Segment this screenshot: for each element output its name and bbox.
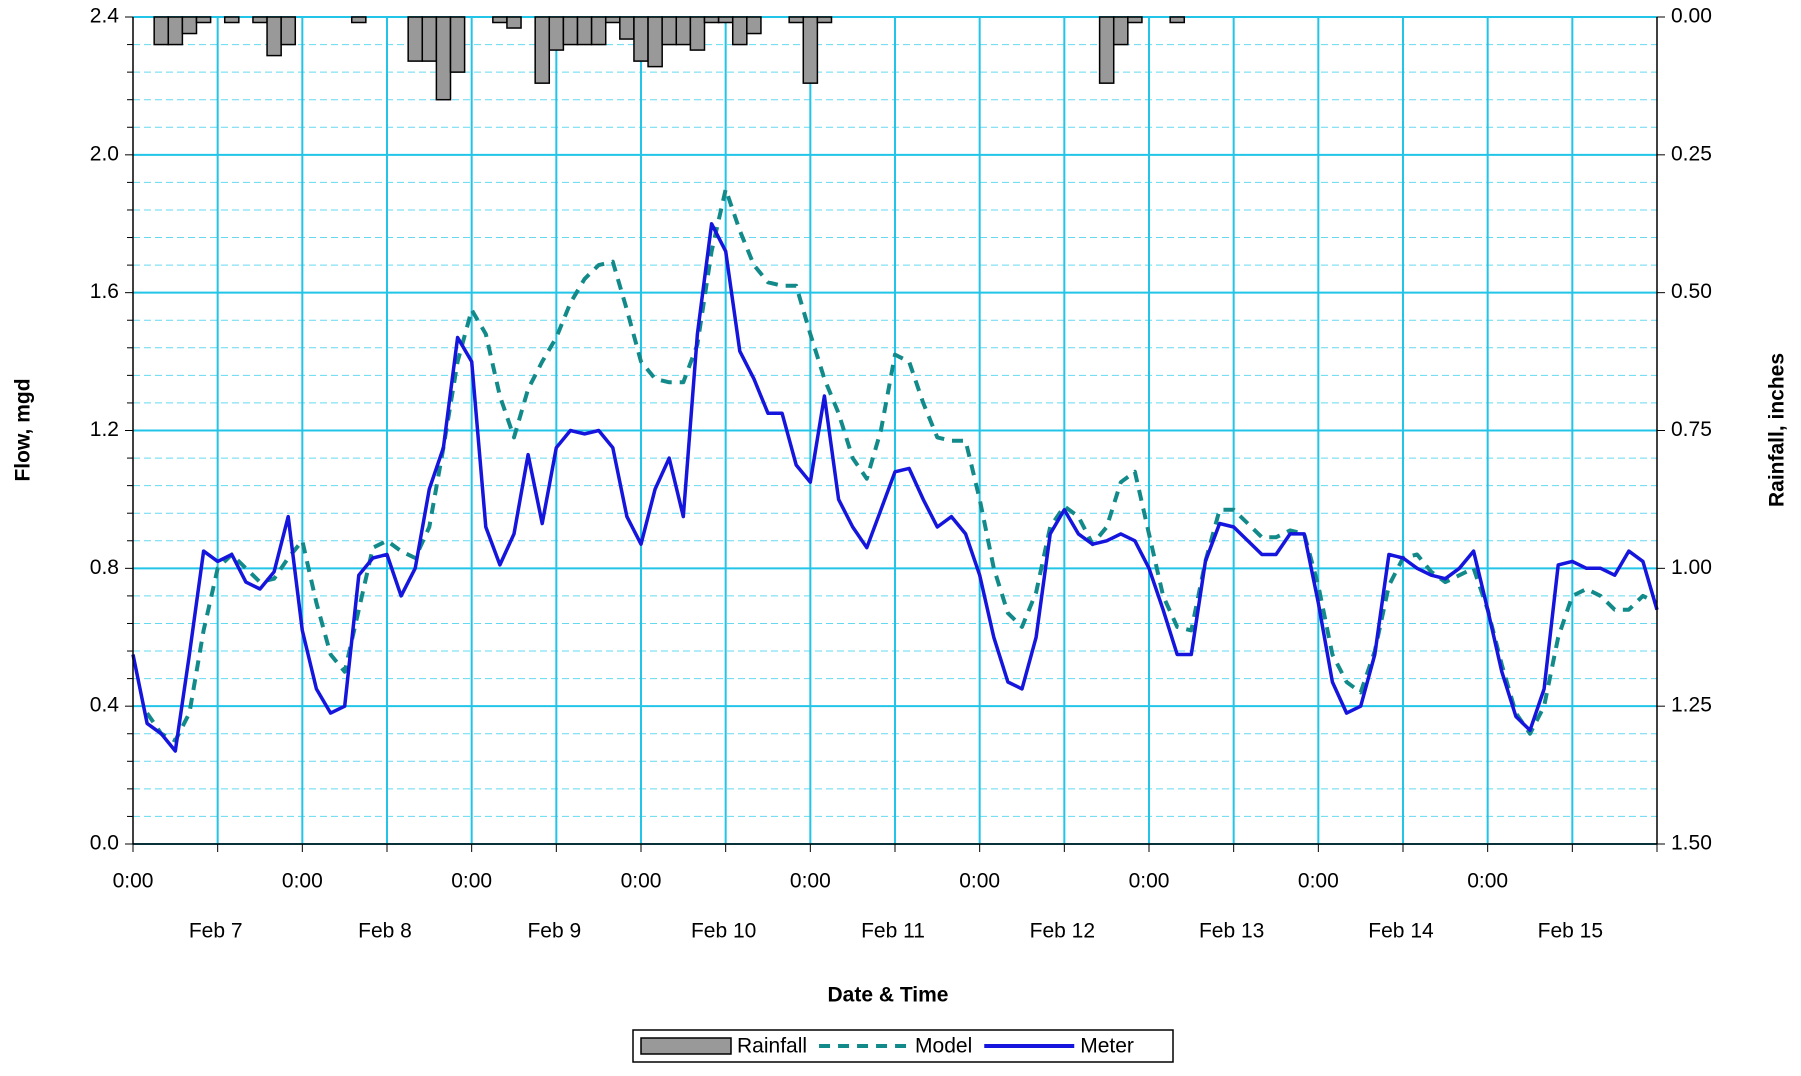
x-tick-label: 0:00	[1298, 870, 1339, 893]
series-line	[131, 222, 1659, 753]
date-label: Feb 12	[1030, 920, 1095, 943]
date-label: Feb 7	[189, 920, 243, 943]
grid	[127, 16, 1657, 845]
x-tick-label: 0:00	[1129, 870, 1170, 893]
rain-bar	[816, 16, 833, 24]
rain-bar	[1169, 16, 1186, 24]
y2-tick-label: 1.00	[1671, 556, 1712, 579]
y2-tick-label: 0.50	[1671, 280, 1712, 303]
rain-bar	[788, 16, 805, 24]
legend-label: Model	[915, 1035, 972, 1058]
date-label: Feb 8	[358, 920, 412, 943]
rain-bar	[266, 16, 282, 57]
date-label: Feb 11	[861, 920, 925, 943]
rain-bar	[407, 16, 424, 62]
legend-label: Meter	[1080, 1035, 1134, 1058]
rain-bar	[421, 16, 438, 62]
legend-swatch	[640, 1037, 732, 1055]
x-axis-title: Date & Time	[828, 984, 949, 1007]
y-tick-label: 0.4	[90, 694, 120, 717]
rain-bar	[1098, 16, 1115, 84]
rain-bar	[435, 16, 452, 101]
y2-tick-label: 0.25	[1671, 142, 1712, 165]
y2-tick-label: 0.00	[1671, 5, 1712, 28]
rain-bar	[1112, 16, 1129, 46]
date-label: Feb 15	[1538, 920, 1603, 943]
x-tick-label: 0:00	[790, 870, 831, 893]
rain-bar	[689, 16, 706, 51]
rain-bar	[1127, 16, 1143, 24]
x-tick-label: 0:00	[1467, 870, 1508, 893]
rain-bar	[731, 16, 748, 46]
rain-bar	[280, 16, 297, 46]
y-tick-label: 1.2	[90, 418, 119, 441]
rain-bar	[576, 16, 593, 46]
x-tick-label: 0:00	[621, 870, 662, 893]
rain-bar	[661, 16, 678, 46]
rain-bar	[619, 16, 635, 40]
legend: Rainfall Model Meter	[632, 1029, 1174, 1063]
date-label: Feb 14	[1368, 920, 1434, 943]
x-tick-label: 0:00	[959, 870, 1000, 893]
date-label: Feb 10	[691, 920, 756, 943]
rain-bar	[492, 16, 508, 24]
rain-bar	[562, 16, 579, 46]
y2-tick-label: 0.75	[1671, 418, 1712, 441]
date-label: Feb 9	[527, 920, 581, 943]
y2-tick-label: 1.25	[1671, 694, 1712, 717]
rain-bar	[252, 16, 268, 24]
rain-bar	[350, 16, 367, 24]
rain-bar	[548, 16, 565, 51]
rain-bar	[802, 16, 819, 84]
rain-bar	[703, 16, 720, 24]
y-tick-label: 2.4	[90, 5, 120, 28]
x-tick-label: 0:00	[113, 870, 154, 893]
rain-bar	[506, 16, 522, 29]
rain-bar	[181, 16, 198, 35]
y-tick-label: 0.0	[90, 832, 119, 855]
rain-bar	[604, 16, 621, 24]
x-tick-label: 0:00	[451, 870, 492, 893]
y-tick-label: 2.0	[90, 142, 119, 165]
date-label: Feb 13	[1199, 920, 1264, 943]
y2-tick-label: 1.50	[1671, 832, 1712, 855]
y-tick-label: 0.8	[90, 556, 119, 579]
rain-bar	[167, 16, 184, 46]
legend-label: Rainfall	[737, 1035, 807, 1058]
rain-bar	[647, 16, 663, 68]
rain-bar	[590, 16, 607, 46]
rain-bar	[534, 16, 551, 84]
y-tick-label: 1.6	[90, 280, 119, 303]
rain-bar	[633, 16, 649, 62]
rain-bar	[746, 16, 762, 35]
x-tick-label: 0:00	[282, 870, 323, 893]
rain-bar	[717, 16, 734, 24]
y2-axis-title: Rainfall, inches	[1766, 353, 1789, 507]
rain-bar	[675, 16, 692, 46]
rain-bar	[153, 16, 170, 46]
rain-bar	[223, 16, 240, 24]
y-axis-title: Flow, mgd	[12, 378, 35, 481]
series-line	[145, 187, 1658, 743]
rain-bar	[449, 16, 466, 73]
rain-bar	[195, 16, 212, 24]
